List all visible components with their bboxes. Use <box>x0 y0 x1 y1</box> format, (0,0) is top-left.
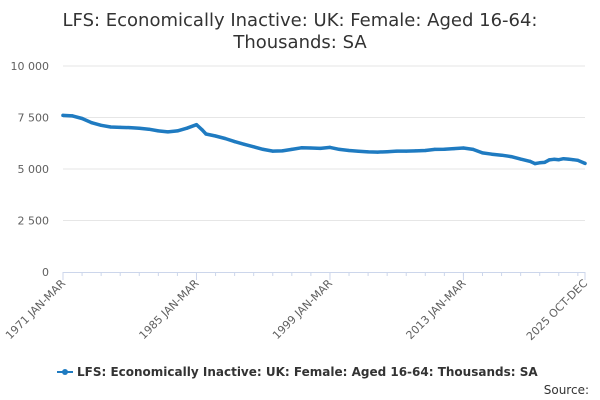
data-point[interactable] <box>271 149 275 153</box>
y-tick-label: 2 500 <box>18 215 50 228</box>
y-tick-label: 0 <box>42 266 49 279</box>
data-point[interactable] <box>557 158 561 162</box>
data-point[interactable] <box>395 149 399 153</box>
data-point[interactable] <box>233 140 237 144</box>
data-point[interactable] <box>404 149 408 153</box>
data-point[interactable] <box>147 127 151 131</box>
chart-title-line-2: Thousands: SA <box>232 32 367 53</box>
data-point[interactable] <box>261 147 265 151</box>
data-point[interactable] <box>376 150 380 154</box>
y-tick-label: 10 000 <box>11 60 50 73</box>
data-point[interactable] <box>471 147 475 151</box>
series-line[interactable] <box>61 113 587 166</box>
data-point[interactable] <box>200 128 204 132</box>
data-point[interactable] <box>519 157 523 161</box>
data-point[interactable] <box>280 149 284 153</box>
data-point[interactable] <box>242 142 246 146</box>
data-point[interactable] <box>309 146 313 150</box>
data-point[interactable] <box>571 158 575 162</box>
data-point[interactable] <box>337 147 342 151</box>
data-point[interactable] <box>128 126 132 130</box>
data-point[interactable] <box>70 114 75 118</box>
data-point[interactable] <box>118 125 122 129</box>
data-point[interactable] <box>290 147 294 151</box>
data-point[interactable] <box>561 157 566 161</box>
data-point[interactable] <box>500 153 504 157</box>
data-point[interactable] <box>542 160 547 164</box>
data-point[interactable] <box>252 145 256 149</box>
data-point[interactable] <box>109 125 113 129</box>
data-point[interactable] <box>166 130 170 134</box>
data-point[interactable] <box>299 146 303 150</box>
y-gridlines <box>63 65 585 221</box>
data-point[interactable] <box>538 161 542 165</box>
x-tick-label: 1985 JAN-MAR <box>137 277 202 342</box>
data-point[interactable] <box>490 152 494 156</box>
chart-title-line-1: LFS: Economically Inactive: UK: Female: … <box>63 10 538 31</box>
data-point[interactable] <box>357 149 361 153</box>
data-point[interactable] <box>423 148 427 153</box>
data-point[interactable] <box>213 134 218 138</box>
data-point[interactable] <box>90 121 94 125</box>
legend[interactable]: LFS: Economically Inactive: UK: Female: … <box>57 365 538 379</box>
data-point[interactable] <box>461 146 465 150</box>
data-point[interactable] <box>576 158 580 162</box>
data-point[interactable] <box>137 126 141 130</box>
y-axis: 0 2 500 5 000 7 500 10 000 <box>11 60 50 279</box>
data-point[interactable] <box>223 136 227 141</box>
y-tick-label: 5 000 <box>18 163 50 176</box>
x-tick-label: 1971 JAN-MAR <box>3 277 68 342</box>
data-point[interactable] <box>80 116 84 121</box>
data-point[interactable] <box>583 161 587 165</box>
series-group <box>61 113 587 166</box>
data-point[interactable] <box>156 129 160 133</box>
data-point[interactable] <box>61 113 65 117</box>
data-point[interactable] <box>185 126 189 130</box>
x-tick-label: 2013 JAN-MAR <box>404 277 469 342</box>
data-point[interactable] <box>347 148 351 153</box>
data-point[interactable] <box>528 159 532 163</box>
data-point[interactable] <box>452 147 456 151</box>
data-point[interactable] <box>442 147 446 151</box>
data-point[interactable] <box>99 123 103 127</box>
data-point[interactable] <box>433 147 437 151</box>
legend-label: LFS: Economically Inactive: UK: Female: … <box>77 365 538 379</box>
data-point[interactable] <box>318 146 322 150</box>
data-point[interactable] <box>194 123 199 127</box>
legend-marker-icon <box>62 369 68 375</box>
data-point[interactable] <box>566 157 570 161</box>
data-point[interactable] <box>509 155 513 159</box>
source-label: Source: <box>544 383 589 397</box>
data-point[interactable] <box>328 145 332 149</box>
y-tick-label: 7 500 <box>18 112 50 125</box>
data-point[interactable] <box>414 149 418 153</box>
data-point[interactable] <box>552 157 556 161</box>
data-point[interactable] <box>480 151 485 155</box>
data-point[interactable] <box>366 150 370 154</box>
data-point[interactable] <box>547 158 551 162</box>
x-tick-label: 1999 JAN-MAR <box>270 277 335 342</box>
data-point[interactable] <box>204 132 208 136</box>
data-point[interactable] <box>175 129 179 133</box>
data-point[interactable] <box>533 162 537 166</box>
x-axis: 1971 JAN-MAR 1985 JAN-MAR 1999 JAN-MAR 2013… <box>3 272 590 343</box>
data-point[interactable] <box>385 150 389 154</box>
x-tick-label: 2025 OCT-DEC <box>524 277 590 343</box>
